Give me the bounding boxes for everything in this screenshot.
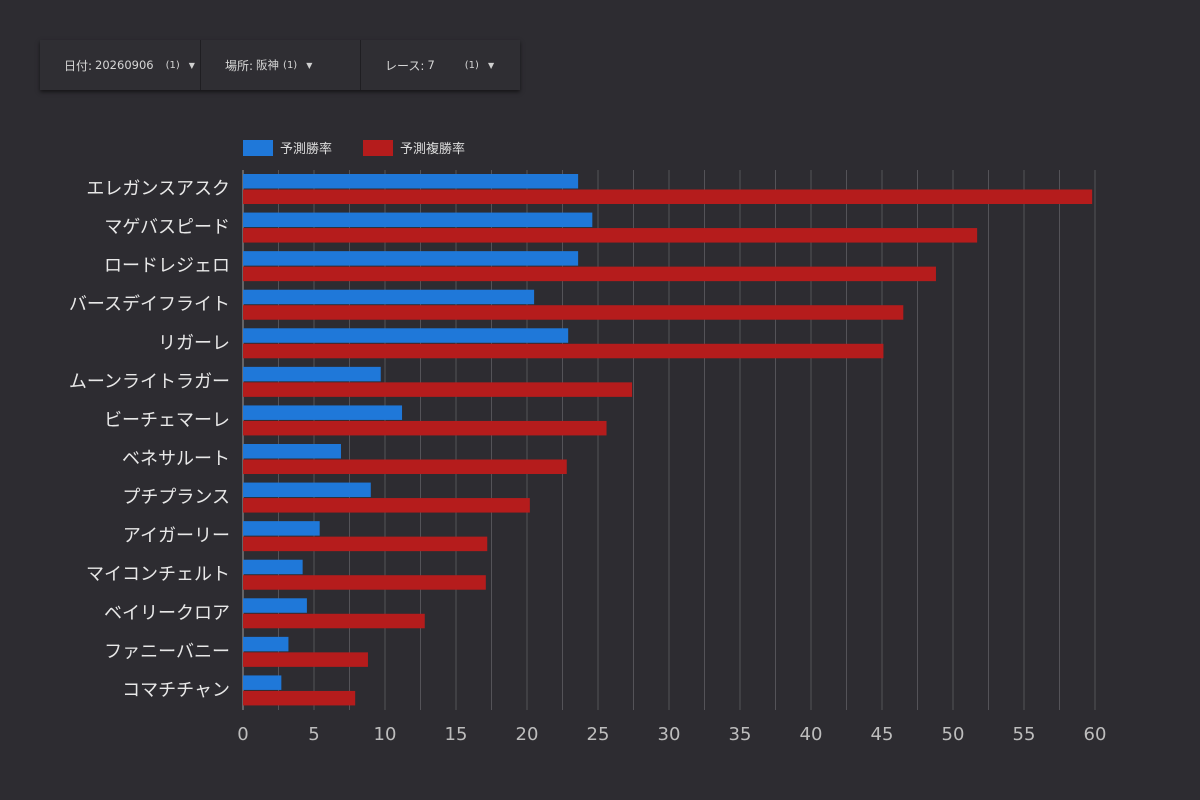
category-label: マゲバスピード — [104, 217, 230, 238]
category-label: アイガーリー — [123, 526, 230, 547]
bar-place-rate — [243, 690, 356, 706]
race-filter-label: レース: — [385, 58, 425, 73]
bar-place-rate — [243, 305, 904, 320]
bar-place-rate — [243, 613, 425, 629]
legend-swatch-place-rate — [363, 140, 393, 156]
bar-win-rate — [243, 212, 593, 228]
bar-win-rate — [243, 289, 535, 305]
venue-filter-value: 阪神 — [256, 58, 280, 72]
category-label: ムーンライトラガー — [69, 371, 230, 392]
category-label: ベネサルート — [122, 449, 230, 470]
legend-label-win-rate: 予測勝率 — [280, 141, 332, 157]
bar-place-rate — [243, 343, 884, 359]
x-tick-label: 35 — [729, 724, 752, 745]
bar-place-rate — [243, 266, 936, 282]
bar-place-rate — [243, 536, 488, 552]
venue-filter-count: (1) — [283, 59, 298, 71]
bar-place-rate — [243, 382, 633, 397]
bar-win-rate — [243, 174, 579, 189]
bar-win-rate — [243, 559, 303, 575]
race-filter[interactable]: レース: 7 (1) ▼ — [360, 40, 520, 90]
bar-place-rate — [243, 575, 486, 590]
category-label: ファニーバニー — [104, 641, 230, 662]
category-label: バースデイフライト — [69, 294, 230, 315]
x-tick-label: 40 — [800, 724, 823, 745]
category-label: エレガンスアスク — [86, 179, 230, 200]
caret-down-icon: ▼ — [487, 60, 495, 70]
caret-down-icon: ▼ — [188, 60, 195, 70]
category-label: リガーレ — [158, 333, 230, 354]
bar-win-rate — [243, 675, 282, 690]
bar-win-rate — [243, 482, 371, 498]
category-label: ビーチェマーレ — [104, 410, 230, 431]
date-filter-value: 20260906 — [95, 58, 154, 72]
date-filter-label: 日付: — [64, 58, 93, 73]
bar-win-rate — [243, 366, 381, 382]
x-tick-label: 25 — [587, 724, 610, 745]
x-tick-label: 30 — [658, 724, 681, 745]
bar-place-rate — [243, 420, 607, 436]
bar-place-rate — [243, 459, 567, 474]
bar-win-rate — [243, 598, 307, 613]
bar-place-rate — [243, 228, 978, 243]
category-label: コマチチャン — [122, 680, 230, 701]
x-tick-label: 20 — [516, 724, 539, 745]
x-tick-label: 60 — [1084, 724, 1107, 745]
caret-down-icon: ▼ — [306, 60, 313, 70]
bar-win-rate — [243, 636, 289, 652]
bar-place-rate — [243, 189, 1093, 204]
category-label: マイコンチェルト — [86, 564, 230, 585]
category-label: プチプランス — [122, 487, 230, 508]
race-filter-count: (1) — [464, 59, 479, 71]
bar-win-rate — [243, 521, 320, 536]
x-tick-label: 10 — [374, 724, 397, 745]
race-filter-value: 7 — [427, 58, 435, 72]
bar-win-rate — [243, 444, 341, 459]
bar-win-rate — [243, 251, 579, 266]
venue-filter-label: 場所: — [225, 58, 254, 73]
date-filter[interactable]: 日付: 20260906 (1) ▼ — [40, 40, 200, 90]
date-filter-count: (1) — [165, 59, 180, 71]
x-tick-label: 50 — [942, 724, 965, 745]
category-label: ベイリークロア — [104, 603, 230, 624]
bar-win-rate — [243, 405, 403, 420]
legend-swatch-win-rate — [243, 140, 273, 156]
bar-place-rate — [243, 652, 368, 667]
x-tick-label: 0 — [237, 724, 248, 745]
x-tick-label: 5 — [308, 724, 319, 745]
x-tick-label: 15 — [445, 724, 468, 745]
x-tick-label: 45 — [871, 724, 894, 745]
bar-win-rate — [243, 328, 569, 343]
x-tick-label: 55 — [1013, 724, 1036, 745]
venue-filter[interactable]: 場所: 阪神 (1) ▼ — [200, 40, 360, 90]
legend-label-place-rate: 予測複勝率 — [400, 141, 465, 157]
bar-place-rate — [243, 498, 530, 513]
filter-bar: 日付: 20260906 (1) ▼ 場所: 阪神 (1) ▼ レース: 7 (… — [40, 40, 520, 90]
category-label: ロードレジェロ — [104, 256, 230, 277]
